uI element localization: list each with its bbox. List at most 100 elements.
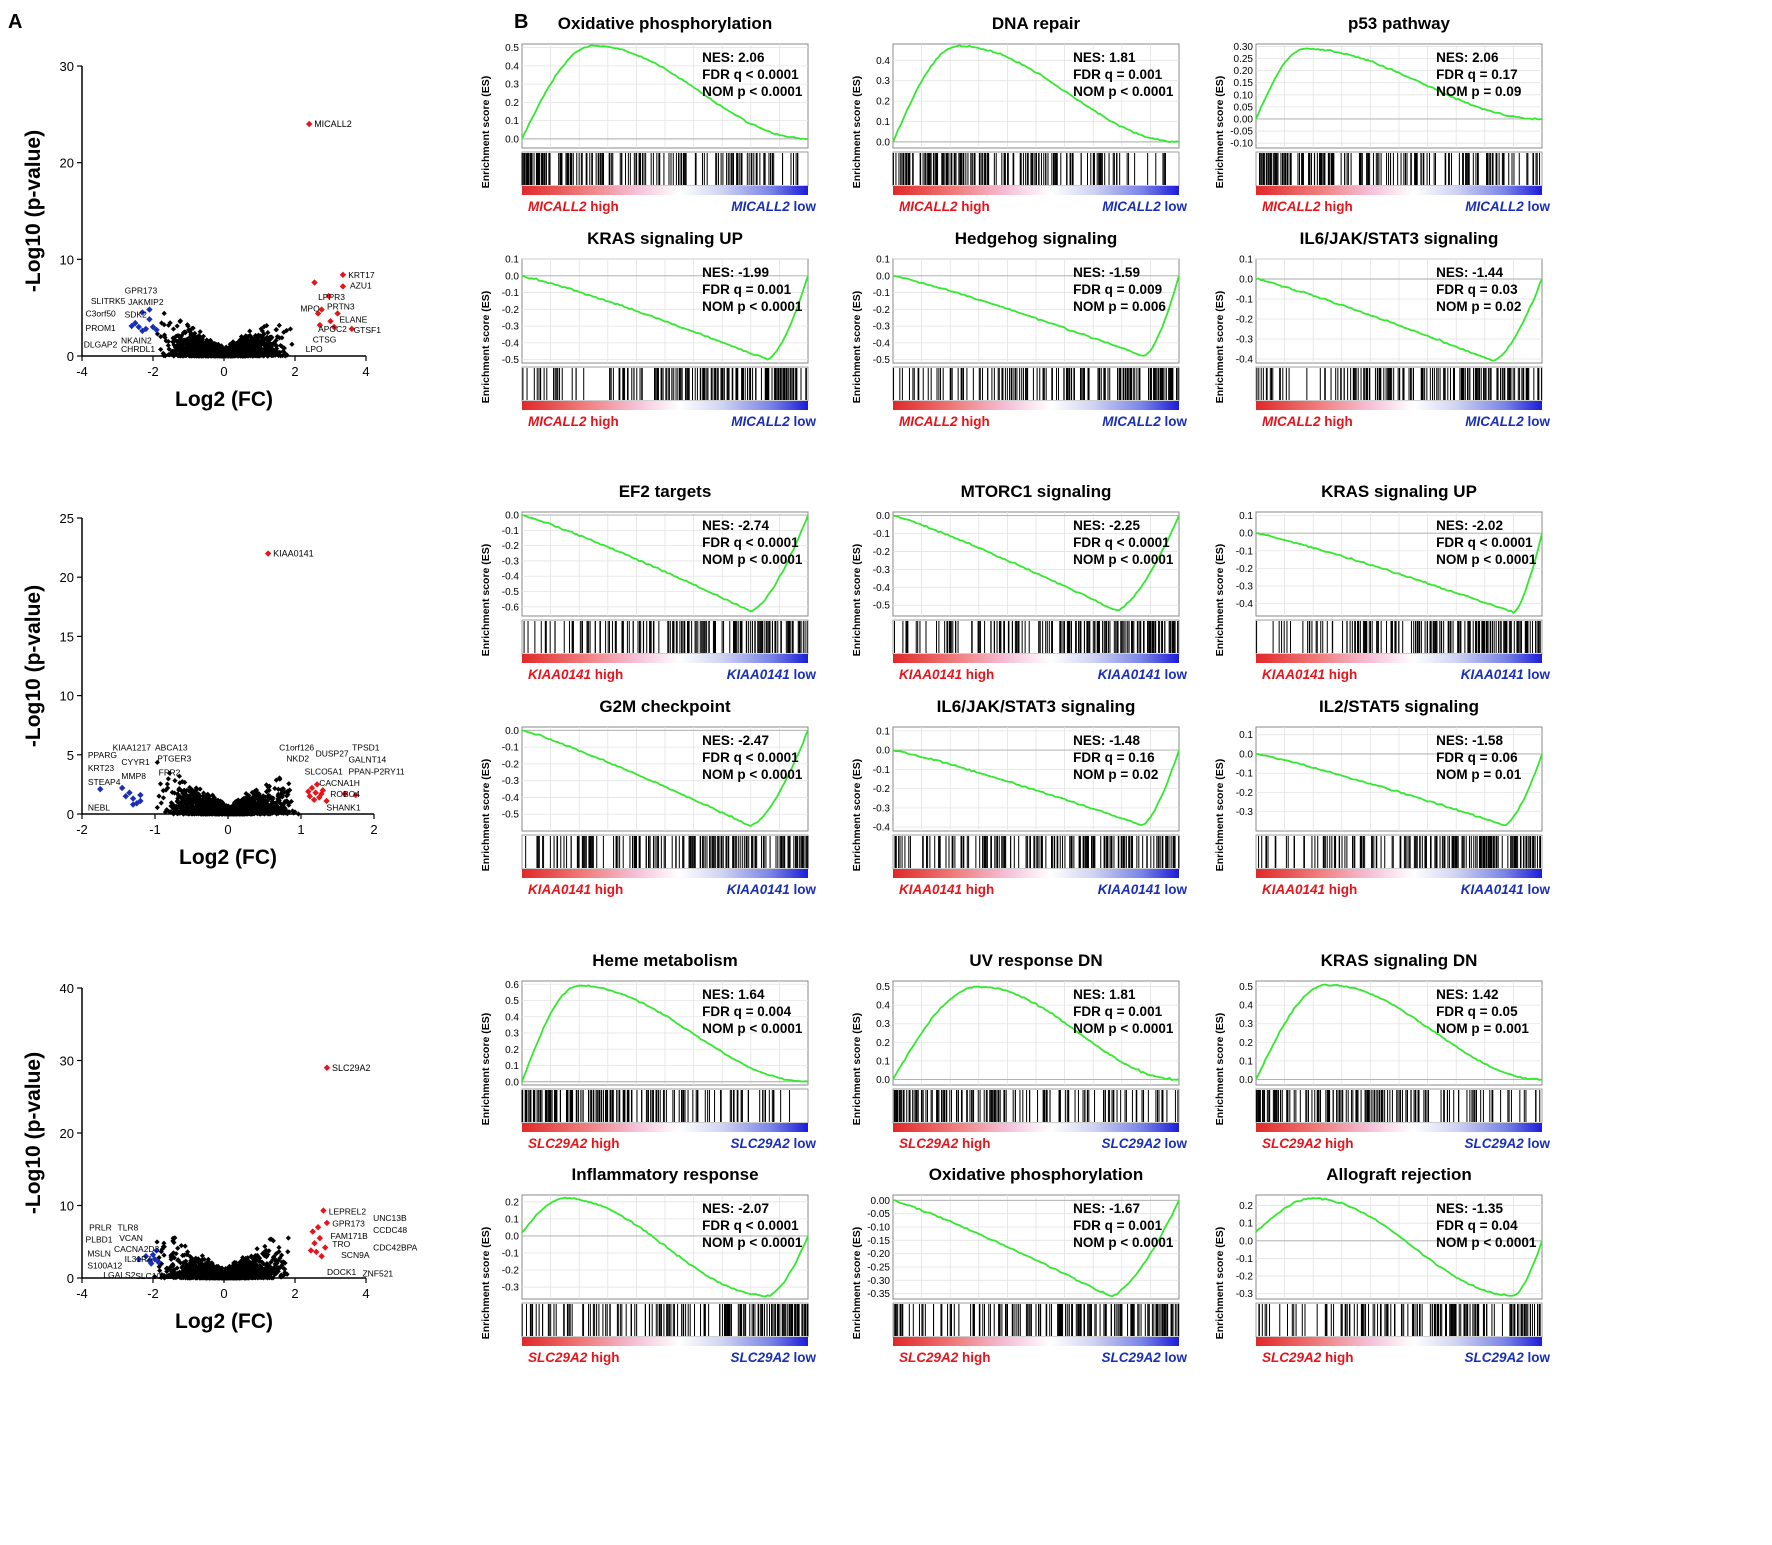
gene-label: TPSD1	[352, 743, 380, 753]
y-tick-label: 10	[60, 252, 74, 267]
x-tick-label: 2	[291, 364, 298, 379]
data-point	[269, 799, 275, 805]
y-axis-label: -Log10 (p-value)	[22, 130, 45, 292]
data-point	[192, 352, 198, 359]
data-point	[235, 339, 241, 345]
data-point	[172, 778, 178, 784]
data-point	[200, 802, 206, 808]
data-point	[171, 342, 177, 348]
data-point	[165, 785, 171, 791]
panel-label-b: B	[514, 11, 528, 33]
data-point	[295, 811, 302, 817]
data-point	[173, 333, 179, 339]
y-tick-label: 20	[60, 1126, 74, 1141]
gene-label: ELANE	[339, 314, 367, 324]
data-point	[292, 809, 298, 815]
top-gene-label: KIAA0141	[273, 549, 314, 559]
y-tick-label: 5	[67, 748, 74, 763]
data-point	[276, 322, 282, 328]
data-point	[250, 340, 256, 346]
data-point	[166, 346, 172, 352]
down-regulated-point	[139, 327, 146, 335]
data-point	[256, 797, 262, 803]
data-point	[262, 336, 268, 342]
data-point	[281, 345, 287, 351]
gene-label: NEBL	[88, 802, 110, 812]
data-point	[179, 810, 185, 816]
gene-label: SHANK1	[327, 802, 361, 812]
data-point	[272, 785, 278, 792]
data-point	[190, 346, 196, 352]
data-point	[188, 334, 194, 340]
data-point	[244, 345, 250, 351]
gene-label: JAKMIP2	[128, 297, 164, 307]
data-point	[269, 346, 275, 352]
data-point	[190, 348, 197, 354]
data-point	[207, 810, 213, 817]
gene-label: PROM1	[86, 323, 117, 333]
down-regulated-point	[153, 326, 160, 334]
data-point	[256, 802, 262, 808]
down-regulated-point	[142, 325, 150, 333]
data-point	[246, 792, 252, 799]
data-point	[265, 330, 271, 336]
top-gene-point	[306, 120, 313, 128]
data-point	[162, 353, 168, 359]
data-point	[273, 326, 280, 333]
data-point	[289, 341, 295, 347]
data-point	[273, 342, 279, 348]
data-point	[240, 346, 246, 352]
data-point	[178, 352, 184, 359]
up-regulated-point	[327, 318, 334, 325]
data-point	[192, 806, 198, 813]
data-point	[216, 353, 222, 359]
up-regulated-point	[339, 283, 347, 290]
data-point	[279, 353, 286, 359]
data-point	[273, 799, 279, 806]
data-point	[158, 346, 164, 353]
data-point	[257, 348, 263, 354]
data-point	[238, 333, 245, 340]
data-point	[159, 320, 165, 326]
data-point	[161, 322, 167, 328]
data-point	[258, 334, 265, 340]
gene-label: GALNT14	[348, 755, 386, 765]
data-point	[176, 351, 183, 357]
gene-label: SLITRK5	[91, 296, 126, 306]
data-point	[164, 781, 170, 787]
data-point	[186, 339, 192, 345]
gene-label: CYYR1	[121, 757, 150, 767]
data-point	[240, 342, 246, 349]
gene-label: PPAN-P2RY11	[348, 766, 404, 776]
data-point	[268, 810, 275, 816]
data-point	[205, 791, 211, 798]
data-point	[173, 807, 179, 814]
data-point	[220, 801, 226, 807]
data-point	[180, 789, 187, 795]
data-point	[199, 336, 205, 342]
data-point	[187, 329, 193, 335]
gene-label: LPO	[306, 344, 323, 354]
point-cloud	[154, 759, 302, 817]
gene-label: APOC2	[318, 324, 347, 334]
y-tick-label: 10	[60, 689, 74, 704]
data-point	[218, 343, 225, 349]
gene-label: C3orf50	[86, 308, 117, 318]
data-point	[198, 352, 204, 359]
down-regulated-point	[139, 309, 146, 316]
data-point	[215, 350, 221, 356]
data-point	[174, 323, 180, 329]
data-point	[185, 348, 192, 354]
data-point	[274, 808, 280, 815]
data-point	[254, 340, 261, 346]
data-point	[279, 786, 286, 792]
down-regulated-point	[128, 322, 135, 330]
y-tick-label: 0	[67, 807, 74, 822]
data-point	[178, 343, 184, 349]
data-point	[284, 793, 290, 799]
data-point	[154, 331, 161, 337]
data-point	[265, 811, 271, 817]
y-tick-label: 0	[67, 1271, 74, 1286]
